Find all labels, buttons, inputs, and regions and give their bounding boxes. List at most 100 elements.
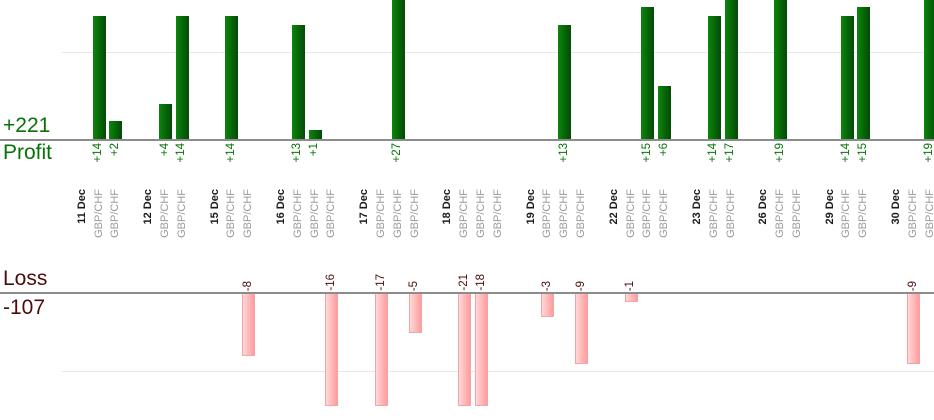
trade-column bbox=[456, 143, 473, 188]
spacer-column bbox=[689, 0, 706, 139]
spacer-column bbox=[74, 143, 91, 188]
day-group bbox=[356, 0, 423, 139]
instrument-label: GBP/CHF bbox=[408, 189, 421, 238]
trade-column bbox=[789, 0, 806, 139]
loss-bar bbox=[408, 294, 422, 333]
spacer-column bbox=[756, 251, 773, 291]
profit-bar-value: +4 bbox=[158, 143, 171, 157]
trade-column bbox=[540, 294, 557, 406]
date-column: 12 Dec bbox=[140, 189, 157, 253]
loss-bar bbox=[475, 294, 489, 406]
trade-column bbox=[573, 294, 590, 406]
date-label: 12 Dec bbox=[142, 189, 155, 225]
profit-bar-value: +1 bbox=[308, 143, 321, 157]
day-group bbox=[523, 294, 590, 406]
trade-column bbox=[157, 0, 174, 139]
spacer-column bbox=[606, 294, 623, 406]
trade-column: GBP/CHF bbox=[324, 189, 341, 253]
trade-column: GBP/CHF bbox=[573, 189, 590, 253]
trade-column bbox=[456, 0, 473, 139]
day-group: +13 +1 bbox=[273, 143, 340, 188]
date-column: 11 Dec bbox=[74, 189, 91, 253]
date-column: 17 Dec bbox=[356, 189, 373, 253]
spacer-column bbox=[606, 143, 623, 188]
trade-column: -8 bbox=[240, 251, 257, 291]
trade-column bbox=[473, 294, 490, 406]
trade-column bbox=[573, 143, 590, 188]
trade-column bbox=[623, 294, 640, 406]
instrument-label: GBP/CHF bbox=[558, 189, 571, 238]
spacer-column bbox=[356, 143, 373, 188]
profit-bar bbox=[923, 0, 934, 139]
instrument-label: GBP/CHF bbox=[857, 189, 870, 238]
day-group bbox=[207, 294, 257, 406]
day-group bbox=[822, 294, 872, 406]
date-label: 22 Dec bbox=[607, 189, 620, 225]
trade-column: +15 bbox=[855, 143, 872, 188]
trade-column bbox=[490, 251, 507, 291]
instrument-label: GBP/CHF bbox=[574, 189, 587, 238]
spacer-column bbox=[356, 251, 373, 291]
trade-column bbox=[307, 0, 324, 139]
day-group bbox=[756, 0, 806, 139]
instrument-label: GBP/CHF bbox=[242, 189, 255, 238]
loss-axis-line bbox=[0, 292, 934, 294]
day-group: 17 Dec GBP/CHF GBP/CHF GBP/CHF bbox=[356, 189, 423, 253]
spacer-column bbox=[888, 143, 905, 188]
trade-column: GBP/CHF bbox=[540, 189, 557, 253]
day-group bbox=[273, 0, 340, 139]
day-group: 19 Dec GBP/CHF GBP/CHF GBP/CHF bbox=[523, 189, 590, 253]
day-group bbox=[74, 294, 124, 406]
trade-column bbox=[772, 294, 789, 406]
spacer-column bbox=[606, 251, 623, 291]
trade-column bbox=[855, 294, 872, 406]
trade-column: -18 bbox=[473, 251, 490, 291]
trade-column bbox=[706, 0, 723, 139]
day-group: 12 Dec GBP/CHF GBP/CHF bbox=[140, 189, 190, 253]
instrument-label: GBP/CHF bbox=[658, 189, 671, 238]
trade-column bbox=[905, 143, 922, 188]
instrument-label: GBP/CHF bbox=[923, 189, 934, 238]
trade-column bbox=[290, 294, 307, 406]
day-group bbox=[822, 0, 872, 139]
instrument-label: GBP/CHF bbox=[225, 189, 238, 238]
trade-column bbox=[723, 251, 740, 291]
trade-column bbox=[290, 251, 307, 291]
trade-column bbox=[473, 143, 490, 188]
profit-bar-value: +15 bbox=[641, 143, 654, 163]
date-label: 17 Dec bbox=[358, 189, 371, 225]
trade-column bbox=[157, 294, 174, 406]
instrument-label: GBP/CHF bbox=[291, 189, 304, 238]
day-group: -21 -18 bbox=[440, 251, 507, 291]
day-group: 22 Dec GBP/CHF GBP/CHF GBP/CHF bbox=[606, 189, 673, 253]
trade-column bbox=[174, 251, 191, 291]
loss-bar-value: -18 bbox=[474, 274, 487, 291]
trade-column: GBP/CHF bbox=[456, 189, 473, 253]
profit-axis-label: Profit bbox=[3, 141, 53, 164]
profit-bar-value: +27 bbox=[391, 143, 404, 163]
trade-column: -3 bbox=[540, 251, 557, 291]
trade-column bbox=[290, 0, 307, 139]
day-group: 23 Dec GBP/CHF GBP/CHF bbox=[689, 189, 739, 253]
trade-column bbox=[640, 251, 657, 291]
trade-column bbox=[556, 294, 573, 406]
loss-bar bbox=[458, 294, 472, 406]
trade-column bbox=[855, 0, 872, 139]
profit-gridline bbox=[62, 52, 934, 53]
profit-bar bbox=[92, 15, 106, 139]
spacer-column bbox=[888, 294, 905, 406]
trade-column bbox=[324, 294, 341, 406]
instrument-label: GBP/CHF bbox=[724, 189, 737, 238]
spacer-column bbox=[440, 0, 457, 139]
date-label: 18 Dec bbox=[441, 189, 454, 225]
profit-bar-value: +14 bbox=[840, 143, 853, 163]
trade-column bbox=[91, 0, 108, 139]
profit-bar-value: +14 bbox=[707, 143, 720, 163]
trade-column bbox=[723, 0, 740, 139]
trade-column: +27 bbox=[390, 143, 407, 188]
trade-column bbox=[307, 294, 324, 406]
trade-column: -16 bbox=[324, 251, 341, 291]
spacer-column bbox=[822, 251, 839, 291]
trade-column bbox=[640, 0, 657, 139]
loss-axis-label: Loss bbox=[3, 267, 48, 290]
